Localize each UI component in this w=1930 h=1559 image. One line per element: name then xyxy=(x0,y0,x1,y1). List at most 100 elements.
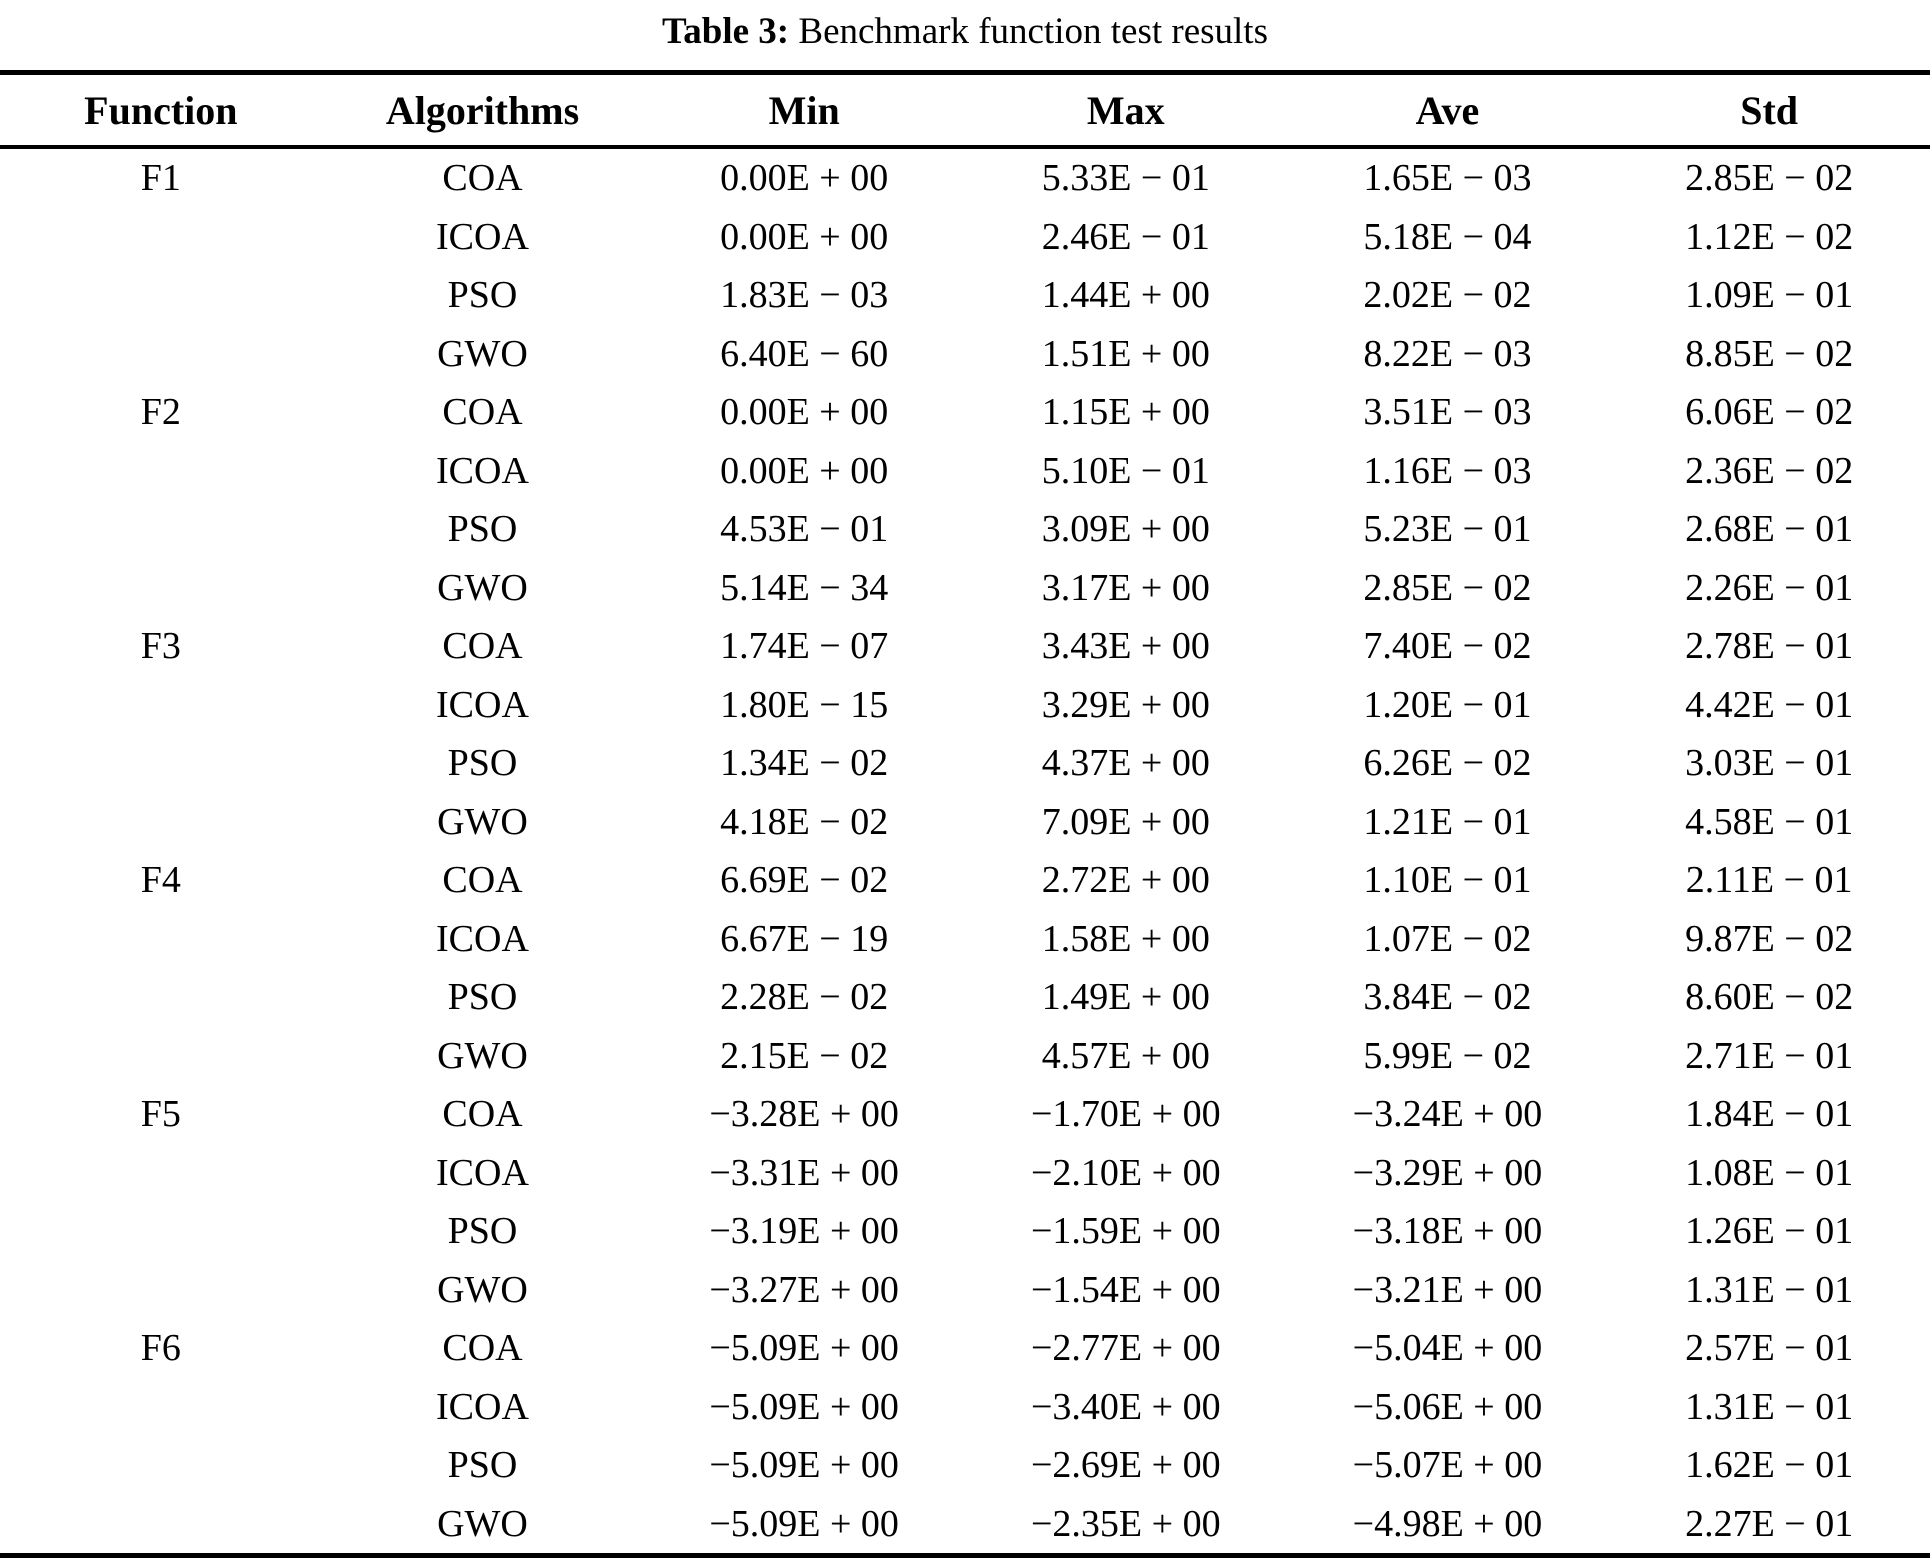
cell-algorithm: COA xyxy=(442,157,523,200)
table-row: GWO 2.15E − 02 4.57E + 00 5.99E − 02 2.71E −… xyxy=(0,1027,1930,1086)
table-row: F4 COA 6.69E − 02 2.72E + 00 1.10E − 01 2.11E… xyxy=(0,851,1930,910)
cell-algorithm: ICOA xyxy=(436,683,529,726)
cell-ave: 3.51E − 03 xyxy=(1363,391,1532,434)
cell-std: 2.85E − 02 xyxy=(1685,157,1854,200)
table-row: PSO −5.09E + 00 −2.69E + 00 −5.07E + 00 1.62… xyxy=(0,1436,1930,1495)
cell-max: 4.37E + 00 xyxy=(1041,742,1210,785)
cell-std: 4.58E − 01 xyxy=(1685,800,1854,843)
cell-ave: −3.24E + 00 xyxy=(1352,1093,1543,1136)
cell-std: 2.26E − 01 xyxy=(1685,566,1854,609)
cell-ave: −3.18E + 00 xyxy=(1352,1210,1543,1253)
cell-algorithm: ICOA xyxy=(436,449,529,492)
cell-ave: 1.20E − 01 xyxy=(1363,683,1532,726)
cell-max: −2.77E + 00 xyxy=(1031,1327,1221,1370)
table-row: PSO −3.19E + 00 −1.59E + 00 −3.18E + 00 1.26… xyxy=(0,1202,1930,1261)
cell-algorithm: COA xyxy=(442,625,523,668)
cell-min: 4.53E − 01 xyxy=(720,508,889,551)
table-row: GWO 5.14E − 34 3.17E + 00 2.85E − 02 2.26E −… xyxy=(0,559,1930,618)
table-caption: Table 3: Benchmark function test results xyxy=(0,0,1930,70)
cell-std: 2.27E − 01 xyxy=(1685,1502,1854,1545)
table-row: ICOA 0.00E + 00 2.46E − 01 5.18E − 04 1.12E … xyxy=(0,208,1930,267)
cell-function xyxy=(0,1495,322,1556)
cell-std: 9.87E − 02 xyxy=(1685,917,1854,960)
table-row: PSO 4.53E − 01 3.09E + 00 5.23E − 01 2.68E −… xyxy=(0,500,1930,559)
cell-min: −3.28E + 00 xyxy=(709,1093,899,1136)
cell-min: 0.00E + 00 xyxy=(720,391,889,434)
table-row: PSO 1.34E − 02 4.37E + 00 6.26E − 02 3.03E −… xyxy=(0,734,1930,793)
cell-function xyxy=(0,968,322,1027)
cell-max: −1.59E + 00 xyxy=(1031,1210,1221,1253)
cell-algorithm: GWO xyxy=(437,800,528,843)
column-header-ave: Ave xyxy=(1286,72,1609,149)
cell-max: 1.44E + 00 xyxy=(1041,274,1210,317)
cell-std: 1.62E − 01 xyxy=(1685,1444,1854,1487)
cell-max: −1.54E + 00 xyxy=(1031,1268,1221,1311)
cell-min: 0.00E + 00 xyxy=(720,157,889,200)
cell-algorithm: COA xyxy=(442,391,523,434)
table-row: GWO −3.27E + 00 −1.54E + 00 −3.21E + 00 1.31… xyxy=(0,1261,1930,1320)
cell-function xyxy=(0,266,322,325)
cell-max: 3.43E + 00 xyxy=(1041,625,1210,668)
cell-max: 2.46E − 01 xyxy=(1041,215,1210,258)
cell-ave: −4.98E + 00 xyxy=(1352,1502,1543,1545)
cell-ave: −3.21E + 00 xyxy=(1352,1268,1543,1311)
cell-ave: 5.18E − 04 xyxy=(1363,215,1532,258)
cell-std: 2.78E − 01 xyxy=(1685,625,1854,668)
cell-min: 5.14E − 34 xyxy=(720,566,889,609)
table-body: F1 COA 0.00E + 00 5.33E − 01 1.65E − 03 2.85E… xyxy=(0,147,1930,1556)
table-row: F5 COA −3.28E + 00 −1.70E + 00 −3.24E + 00 1.… xyxy=(0,1085,1930,1144)
cell-std: 2.71E − 01 xyxy=(1685,1034,1854,1077)
cell-function xyxy=(0,1202,322,1261)
cell-min: 4.18E − 02 xyxy=(720,800,889,843)
cell-std: 2.11E − 01 xyxy=(1685,859,1853,902)
table-row: GWO −5.09E + 00 −2.35E + 00 −4.98E + 00 2.27… xyxy=(0,1495,1930,1556)
cell-std: 8.85E − 02 xyxy=(1685,332,1854,375)
cell-std: 1.09E − 01 xyxy=(1685,274,1854,317)
cell-function xyxy=(0,1261,322,1320)
cell-ave: 2.02E − 02 xyxy=(1363,274,1532,317)
cell-algorithm: PSO xyxy=(447,1210,518,1253)
cell-max: 1.49E + 00 xyxy=(1041,976,1210,1019)
cell-function xyxy=(0,1144,322,1203)
table-row: GWO 4.18E − 02 7.09E + 00 1.21E − 01 4.58E −… xyxy=(0,793,1930,852)
cell-min: 0.00E + 00 xyxy=(720,449,889,492)
cell-algorithm: PSO xyxy=(447,274,518,317)
table-row: GWO 6.40E − 60 1.51E + 00 8.22E − 03 8.85E −… xyxy=(0,325,1930,384)
cell-algorithm: COA xyxy=(442,1093,523,1136)
cell-min: −3.27E + 00 xyxy=(709,1268,899,1311)
cell-function xyxy=(0,1436,322,1495)
table-row: PSO 2.28E − 02 1.49E + 00 3.84E − 02 8.60E −… xyxy=(0,968,1930,1027)
cell-min: −5.09E + 00 xyxy=(709,1444,899,1487)
column-header-function: Function xyxy=(0,72,322,149)
cell-std: 2.57E − 01 xyxy=(1685,1327,1854,1370)
cell-algorithm: ICOA xyxy=(436,215,529,258)
cell-std: 4.42E − 01 xyxy=(1685,683,1854,726)
cell-max: −3.40E + 00 xyxy=(1031,1385,1221,1428)
cell-algorithm: GWO xyxy=(437,566,528,609)
cell-max: 5.33E − 01 xyxy=(1041,157,1210,200)
cell-function xyxy=(0,208,322,267)
cell-algorithm: PSO xyxy=(447,508,518,551)
cell-min: 1.83E − 03 xyxy=(720,274,889,317)
cell-max: −1.70E + 00 xyxy=(1031,1093,1221,1136)
cell-algorithm: PSO xyxy=(447,976,518,1019)
cell-min: 2.15E − 02 xyxy=(720,1034,889,1077)
cell-ave: −3.29E + 00 xyxy=(1352,1151,1543,1194)
cell-min: 1.74E − 07 xyxy=(720,625,889,668)
cell-algorithm: ICOA xyxy=(436,917,529,960)
column-header-min: Min xyxy=(643,72,965,149)
cell-std: 1.26E − 01 xyxy=(1685,1210,1854,1253)
cell-min: 6.67E − 19 xyxy=(720,917,889,960)
table-row: F2 COA 0.00E + 00 1.15E + 00 3.51E − 03 6.06E… xyxy=(0,383,1930,442)
cell-min: −5.09E + 00 xyxy=(709,1385,899,1428)
cell-min: −3.19E + 00 xyxy=(709,1210,899,1253)
cell-max: −2.10E + 00 xyxy=(1031,1151,1221,1194)
cell-ave: 2.85E − 02 xyxy=(1363,566,1532,609)
cell-std: 1.84E − 01 xyxy=(1685,1093,1854,1136)
cell-function xyxy=(0,734,322,793)
cell-function xyxy=(0,442,322,501)
cell-std: 1.08E − 01 xyxy=(1685,1151,1854,1194)
cell-algorithm: GWO xyxy=(437,332,528,375)
cell-min: 6.40E − 60 xyxy=(720,332,889,375)
